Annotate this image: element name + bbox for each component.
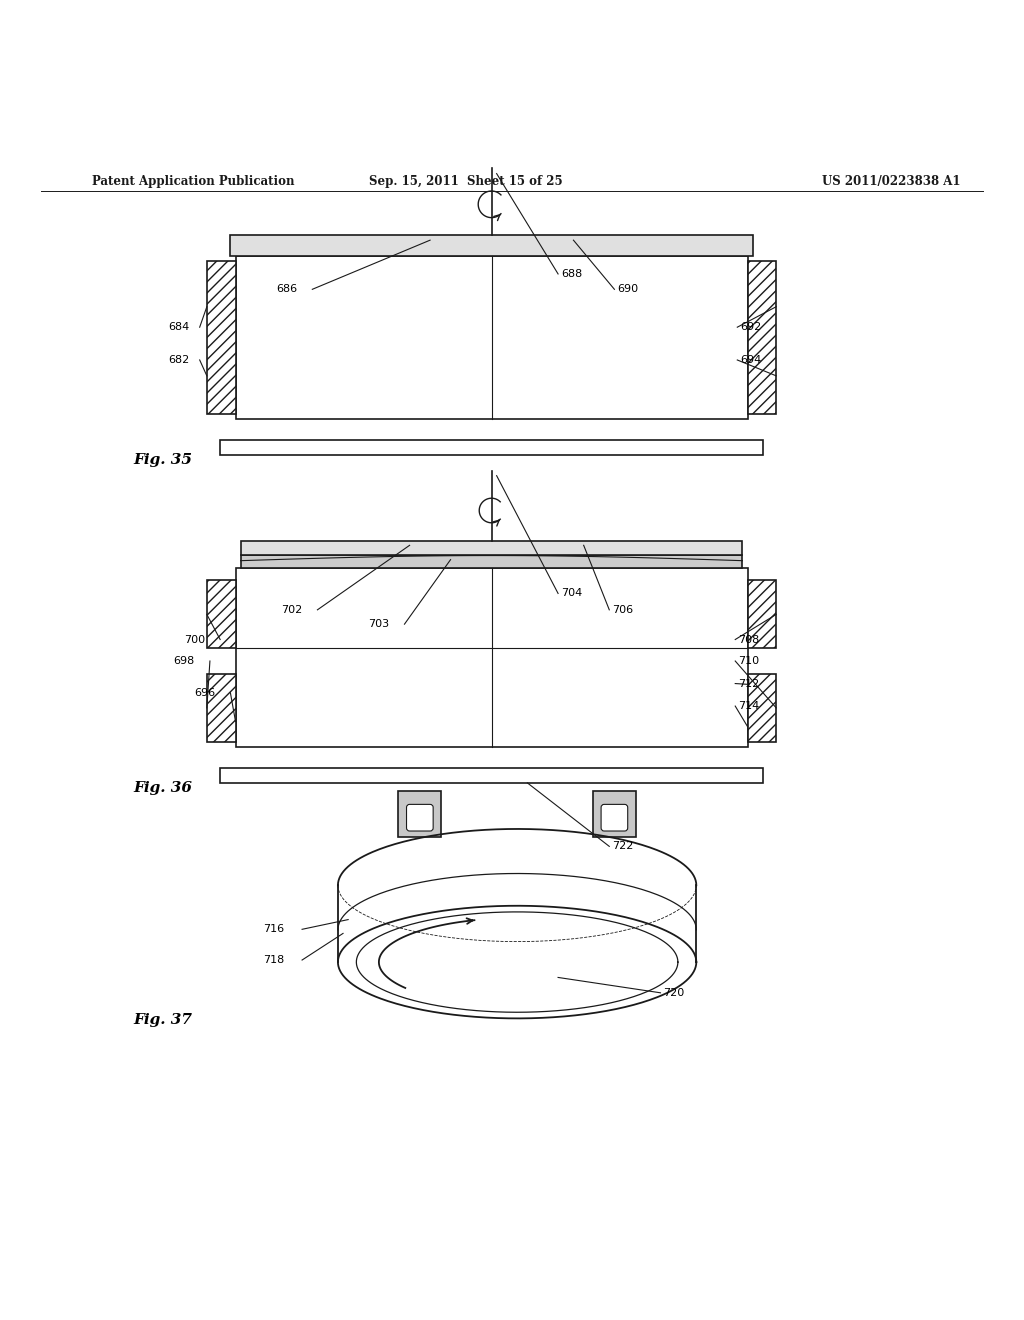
Text: 690: 690 bbox=[617, 284, 639, 294]
Text: 694: 694 bbox=[740, 355, 762, 364]
Text: Fig. 36: Fig. 36 bbox=[133, 781, 193, 795]
Bar bbox=[220, 767, 763, 783]
Text: 704: 704 bbox=[561, 589, 583, 598]
Text: 714: 714 bbox=[738, 701, 760, 711]
Text: 682: 682 bbox=[168, 355, 189, 364]
Text: 722: 722 bbox=[612, 841, 634, 851]
Text: 708: 708 bbox=[738, 635, 760, 644]
Text: 686: 686 bbox=[275, 284, 297, 294]
Text: 710: 710 bbox=[738, 656, 760, 667]
Text: 702: 702 bbox=[281, 605, 302, 615]
Text: 718: 718 bbox=[263, 956, 285, 965]
Bar bbox=[207, 260, 236, 414]
Text: 720: 720 bbox=[664, 987, 685, 998]
Bar bbox=[230, 235, 753, 256]
Bar bbox=[236, 568, 748, 747]
Text: Sep. 15, 2011  Sheet 15 of 25: Sep. 15, 2011 Sheet 15 of 25 bbox=[369, 176, 563, 189]
Text: 703: 703 bbox=[368, 619, 389, 630]
FancyBboxPatch shape bbox=[601, 804, 628, 832]
Bar bbox=[236, 256, 748, 420]
Bar bbox=[207, 673, 236, 742]
Text: 696: 696 bbox=[194, 688, 215, 698]
Bar bbox=[241, 541, 742, 554]
FancyBboxPatch shape bbox=[407, 804, 433, 832]
Bar bbox=[748, 581, 776, 648]
Text: Patent Application Publication: Patent Application Publication bbox=[92, 176, 295, 189]
Text: 692: 692 bbox=[740, 322, 762, 333]
Text: 706: 706 bbox=[612, 605, 634, 615]
Bar bbox=[241, 554, 742, 568]
Text: 716: 716 bbox=[263, 924, 285, 935]
Text: 700: 700 bbox=[183, 635, 205, 644]
Text: 712: 712 bbox=[738, 678, 760, 689]
Bar bbox=[748, 260, 776, 414]
Text: 684: 684 bbox=[168, 322, 189, 333]
Bar bbox=[748, 673, 776, 742]
Text: US 2011/0223838 A1: US 2011/0223838 A1 bbox=[821, 176, 961, 189]
Bar bbox=[207, 581, 236, 648]
Text: Fig. 35: Fig. 35 bbox=[133, 453, 193, 467]
Text: 688: 688 bbox=[561, 269, 583, 279]
Bar bbox=[220, 440, 763, 455]
Bar bbox=[398, 791, 441, 837]
Text: Fig. 37: Fig. 37 bbox=[133, 1014, 193, 1027]
Text: 698: 698 bbox=[173, 656, 195, 667]
Bar bbox=[593, 791, 636, 837]
